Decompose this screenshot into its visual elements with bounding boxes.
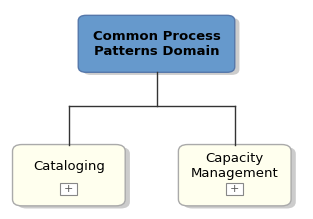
Text: Capacity
Management: Capacity Management <box>191 152 279 180</box>
FancyBboxPatch shape <box>13 145 125 206</box>
Text: Cataloging: Cataloging <box>33 160 105 173</box>
Bar <box>226 184 244 195</box>
Text: +: + <box>230 184 239 194</box>
FancyBboxPatch shape <box>17 147 130 208</box>
FancyBboxPatch shape <box>178 145 291 206</box>
FancyBboxPatch shape <box>183 147 296 208</box>
FancyBboxPatch shape <box>83 18 239 75</box>
FancyBboxPatch shape <box>78 15 235 72</box>
Text: +: + <box>64 184 74 194</box>
Text: Common Process
Patterns Domain: Common Process Patterns Domain <box>93 30 220 58</box>
Bar <box>60 184 78 195</box>
